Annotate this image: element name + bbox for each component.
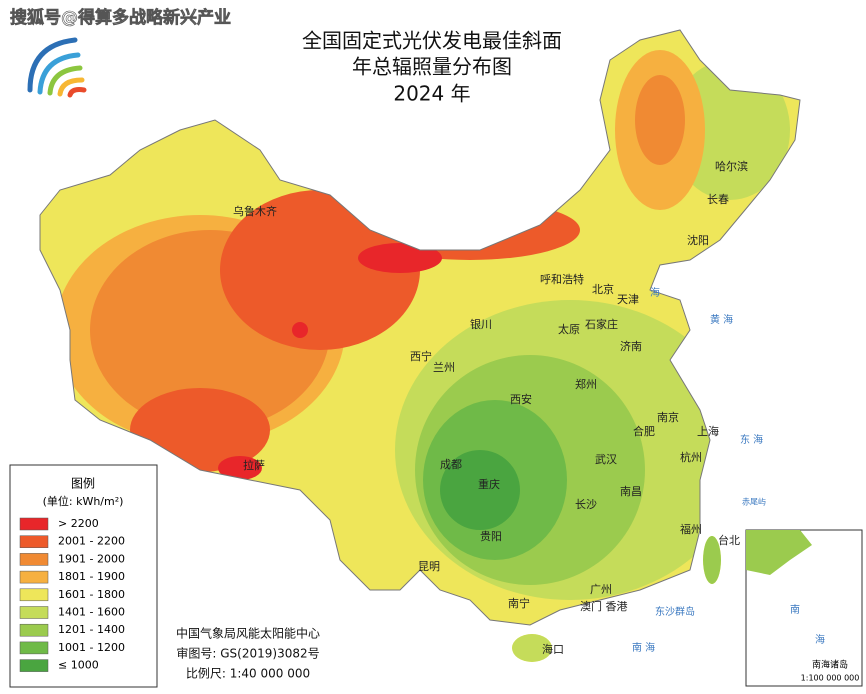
legend-label: 1401 - 1600	[58, 606, 125, 619]
city-label: 乌鲁木齐	[233, 204, 277, 218]
footer-text: 审图号: GS(2019)3082号	[176, 646, 319, 661]
city-label: 天津	[617, 293, 639, 306]
legend-unit: (单位: kWh/m²)	[43, 494, 124, 508]
city-label: 杭州	[680, 450, 702, 464]
city-label: 福州	[680, 522, 702, 536]
legend-swatch	[19, 641, 49, 655]
zone	[703, 536, 721, 584]
city-label: 太原	[558, 323, 580, 336]
city-label: 合肥	[633, 424, 655, 438]
footer-text: 比例尺: 1:40 000 000	[186, 667, 310, 681]
zone	[512, 634, 552, 662]
sea-label: 海	[650, 286, 660, 299]
zone	[218, 456, 262, 480]
city-label: 西宁	[410, 349, 432, 363]
city-label: 长春	[707, 193, 729, 206]
inset-label: 南	[790, 603, 800, 616]
title: 2024 年	[393, 82, 470, 106]
legend-swatch	[19, 517, 49, 531]
legend-swatch	[19, 623, 49, 637]
title: 全国固定式光伏发电最佳斜面	[302, 29, 562, 53]
legend-swatch	[19, 588, 49, 602]
legend-label: 1901 - 2000	[58, 552, 125, 565]
inset-label: 海	[815, 633, 825, 646]
legend-label: 2001 - 2200	[58, 535, 125, 548]
legend-label: 1201 - 1400	[58, 623, 125, 636]
city-label: 南京	[657, 410, 679, 424]
city-label: 南宁	[508, 596, 530, 610]
city-label: 北京	[592, 282, 614, 296]
title: 年总辐照量分布图	[352, 55, 512, 79]
city-label: 沈阳	[687, 233, 709, 247]
legend-label: 1601 - 1800	[58, 588, 125, 601]
city-label: 海口	[542, 642, 564, 656]
city-label: 台北	[718, 533, 740, 547]
city-label: 澳门 香港	[580, 599, 628, 613]
sea-label: 东 海	[740, 433, 763, 446]
zone	[292, 322, 308, 338]
sea-label: 东沙群岛	[655, 605, 695, 618]
legend-label: 1801 - 1900	[58, 570, 125, 583]
footer-text: 中国气象局风能太阳能中心	[176, 626, 320, 641]
sea-label: 南 海	[632, 641, 655, 654]
city-label: 南昌	[620, 485, 642, 498]
zone	[635, 75, 685, 165]
city-label: 昆明	[418, 560, 440, 573]
city-label: 武汉	[595, 453, 617, 466]
city-label: 银川	[470, 317, 492, 331]
sea-label: 黄 海	[710, 313, 733, 326]
city-label: 成都	[440, 458, 462, 471]
city-label: 重庆	[478, 477, 500, 491]
legend-label: ≤ 1000	[58, 659, 99, 672]
city-label: 兰州	[433, 361, 455, 374]
inset-title: 南海诸岛	[812, 659, 848, 671]
city-label: 郑州	[575, 377, 597, 391]
city-label: 济南	[620, 339, 642, 353]
city-label: 广州	[590, 583, 612, 596]
legend-label: 1001 - 1200	[58, 641, 125, 654]
city-label: 贵阳	[480, 530, 502, 543]
sea-label: 赤尾屿	[742, 498, 766, 507]
inset: 南 海 南海诸岛 1:100 000 000	[745, 529, 863, 687]
zone	[358, 243, 442, 273]
legend-swatch	[19, 606, 49, 619]
border	[39, 29, 801, 626]
city-label: 西安	[510, 392, 532, 406]
city-label: 哈尔滨	[715, 159, 748, 173]
logo	[27, 37, 87, 98]
legend-label: > 2200	[58, 517, 99, 530]
watermark: 搜狐号@得算多战略新兴产业	[10, 7, 231, 28]
legend-swatch	[19, 659, 49, 672]
city-label: 长沙	[575, 498, 597, 511]
city-label: 拉萨	[243, 458, 265, 472]
legend-swatch	[19, 535, 49, 548]
zone	[440, 450, 520, 530]
legend-swatch	[19, 570, 49, 584]
legend-title: 图例	[71, 477, 95, 491]
city-label: 呼和浩特	[540, 272, 584, 286]
city-label: 上海	[697, 424, 719, 438]
sea-labels: 海 黄 海 东 海 东沙群岛 南 海 赤尾屿	[632, 286, 766, 654]
inset-scale: 1:100 000 000	[801, 674, 860, 683]
city-label: 石家庄	[585, 317, 618, 331]
legend-swatch	[19, 553, 49, 566]
